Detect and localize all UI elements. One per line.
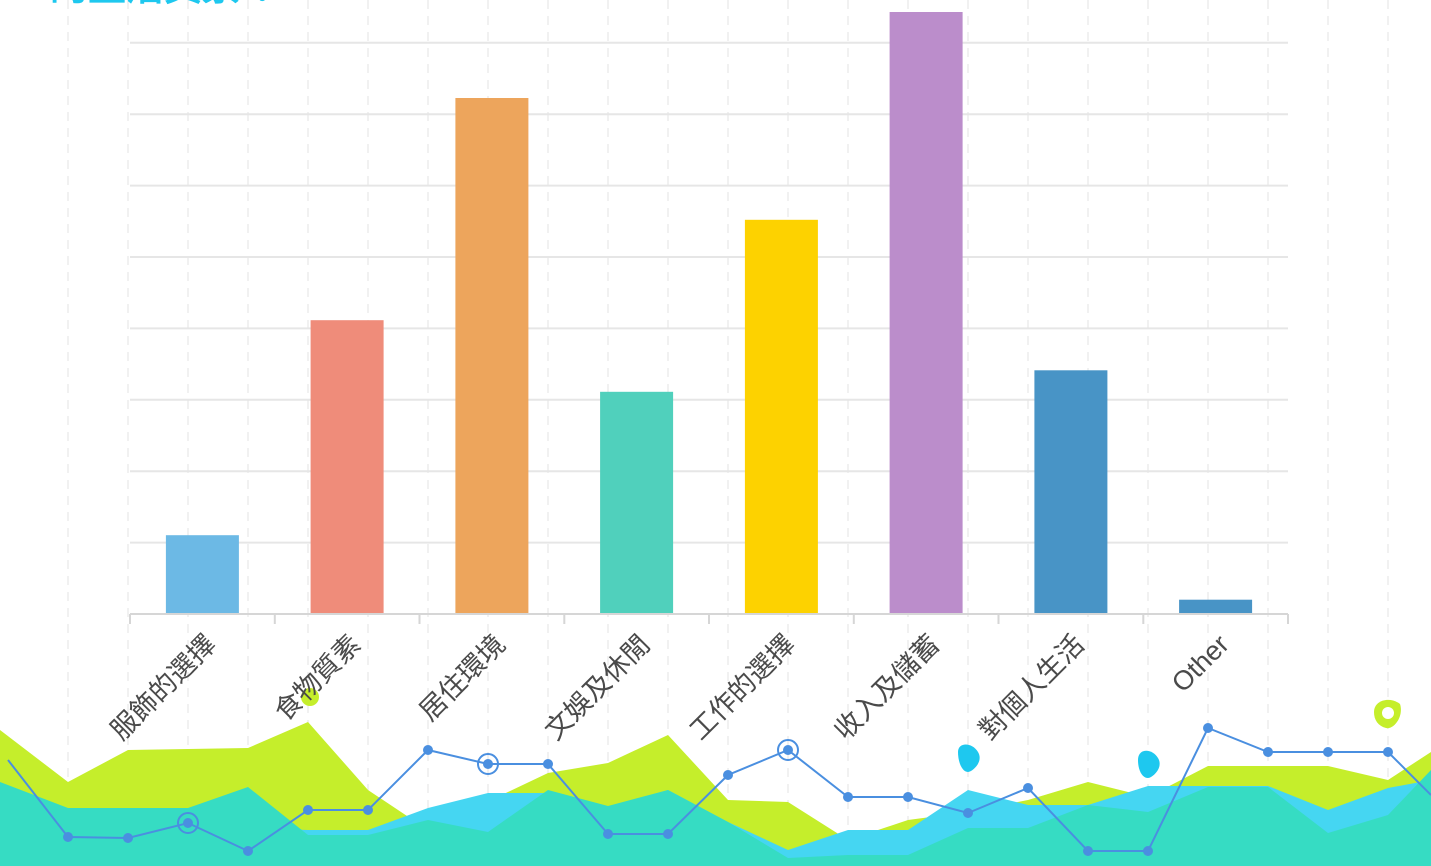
chart-category-labels: 服飾的選擇 食物質素 居住環境 文娛及休閒 工作的選擇 收入及儲蓄 對個人生活 Other xyxy=(105,629,1235,746)
chart-bars xyxy=(165,12,1253,615)
bar xyxy=(889,12,963,614)
bar xyxy=(455,98,529,614)
bar xyxy=(744,219,818,615)
x-tick-label: 服飾的選擇 xyxy=(105,629,222,746)
x-tick-label: Other xyxy=(1166,629,1235,698)
blue-ring-markers xyxy=(177,739,799,834)
chart-title: 的生活質素 ？ xyxy=(50,0,291,18)
x-tick-label: 居住環境 xyxy=(414,629,512,727)
lime-dot-icon xyxy=(301,688,319,706)
x-tick-label: 對個人生活 xyxy=(973,629,1090,746)
chart-gridlines xyxy=(130,41,1288,544)
cyan-droplet-icon-2 xyxy=(958,744,980,772)
bar xyxy=(600,391,674,614)
x-tick-label: 食物質素 xyxy=(269,629,367,727)
x-tick-label: 收入及儲蓄 xyxy=(829,629,946,746)
cyan-droplet-icon xyxy=(1138,750,1160,778)
blue-line-dots xyxy=(63,723,1393,856)
x-tick-label: 工作的選擇 xyxy=(684,629,801,746)
bar xyxy=(310,320,384,614)
teal-wave xyxy=(0,770,1431,866)
lime-ring-droplet-icon xyxy=(1374,699,1401,729)
x-tick-label: 文娛及休閒 xyxy=(539,629,656,746)
bar xyxy=(165,535,239,614)
bar xyxy=(1179,599,1253,614)
bar xyxy=(1034,370,1108,614)
chart-x-axis xyxy=(129,613,1289,624)
